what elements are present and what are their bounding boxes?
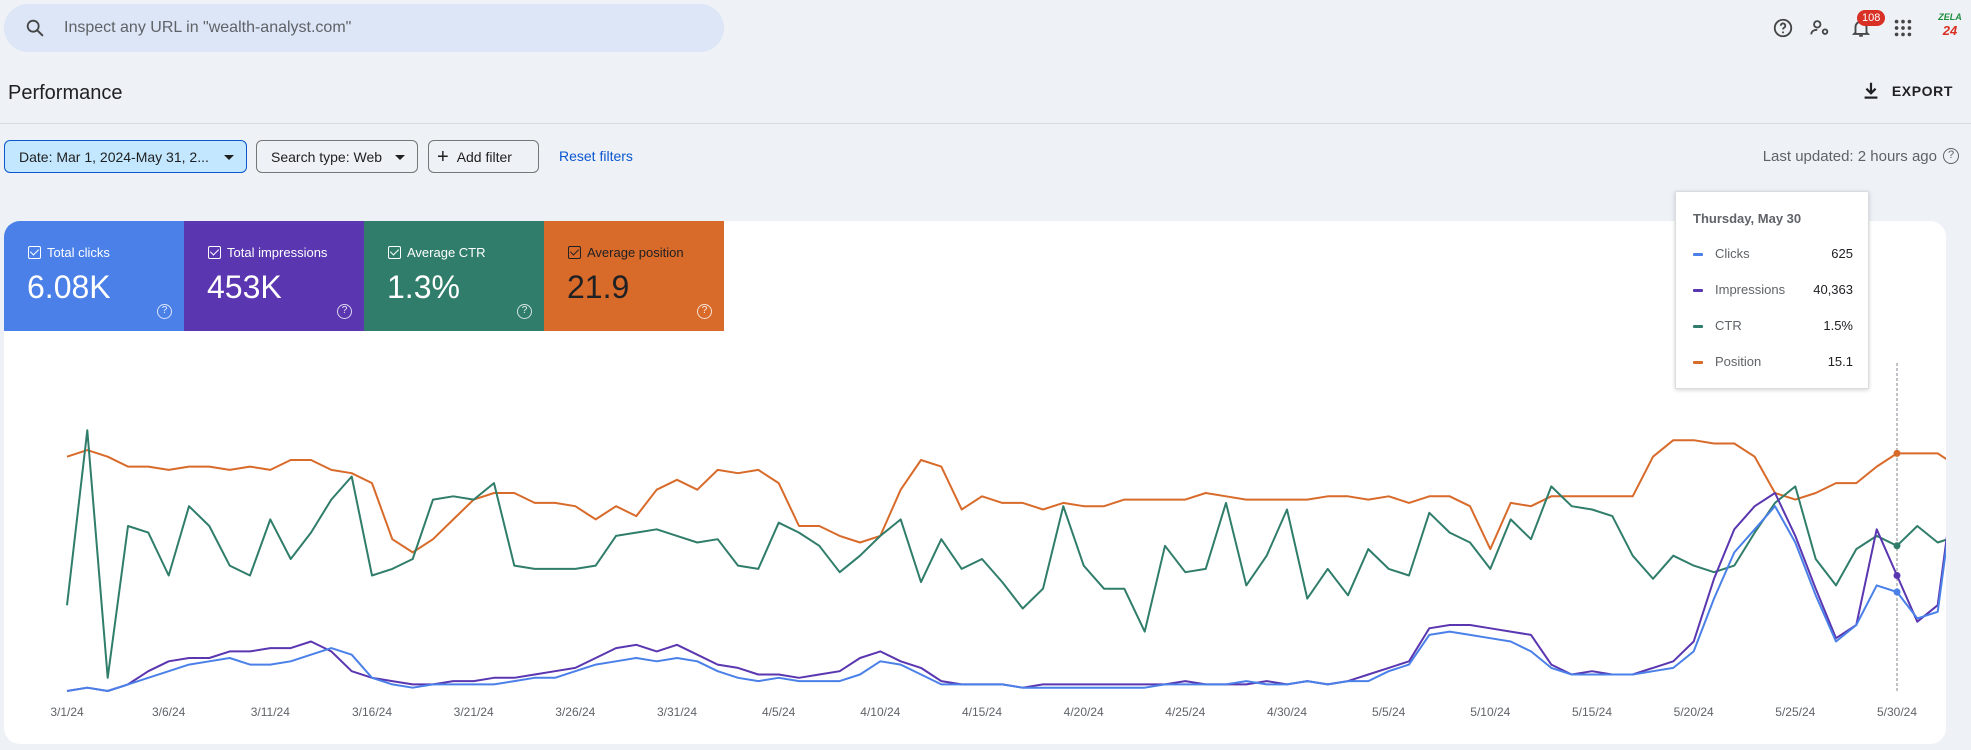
tooltip-row-impressions: Impressions 40,363 [1693, 282, 1853, 302]
url-inspect-search[interactable]: Inspect any URL in "wealth-analyst.com" [4, 4, 724, 52]
tooltip-row-ctr: CTR 1.5% [1693, 318, 1853, 338]
metric-value: 453K [207, 269, 282, 305]
hover-point-position [1893, 449, 1901, 457]
help-icon[interactable]: ? [157, 304, 172, 319]
metric-value: 1.3% [387, 269, 460, 305]
series-line-clicks [66, 505, 1946, 692]
series-line-impressions [66, 492, 1946, 692]
series-swatch [1693, 325, 1703, 328]
page-title: Performance [8, 82, 123, 104]
help-icon[interactable]: ? [517, 304, 532, 319]
dropdown-caret-icon [224, 155, 234, 160]
plus-icon: + [437, 145, 449, 168]
series-line-ctr [66, 429, 1946, 679]
metric-total-clicks[interactable]: Total clicks 6.08K ? [4, 221, 184, 331]
top-bar: Inspect any URL in "wealth-analyst.com" … [0, 0, 1971, 58]
notifications-icon[interactable]: 108 [1847, 10, 1886, 42]
metric-total-impressions[interactable]: Total impressions 453K ? [184, 221, 364, 331]
x-tick-label: 5/25/24 [1775, 705, 1815, 719]
download-icon [1864, 82, 1878, 99]
user-settings-icon[interactable] [1806, 14, 1834, 42]
x-tick-label: 5/20/24 [1674, 705, 1714, 719]
help-icon[interactable]: ? [1943, 148, 1959, 164]
search-input[interactable]: Inspect any URL in "wealth-analyst.com" [64, 19, 352, 36]
account-avatar[interactable]: ZELA 24 [1938, 12, 1962, 38]
x-tick-label: 3/6/24 [152, 705, 186, 719]
x-tick-label: 3/1/24 [50, 705, 84, 719]
x-tick-label: 5/10/24 [1470, 705, 1510, 719]
x-tick-label: 4/5/24 [762, 705, 796, 719]
date-filter-chip[interactable]: Date: Mar 1, 2024-May 31, 2... [4, 140, 247, 173]
export-button[interactable]: EXPORT [1860, 80, 1953, 102]
series-swatch [1693, 361, 1703, 364]
metric-average-position[interactable]: Average position 21.9 ? [544, 221, 724, 331]
x-tick-label: 3/21/24 [454, 705, 494, 719]
hover-point-impressions [1893, 572, 1901, 579]
reset-filters-link[interactable]: Reset filters [559, 148, 633, 164]
checkbox-icon[interactable] [28, 246, 41, 259]
notification-badge: 108 [1857, 10, 1886, 26]
checkbox-icon[interactable] [208, 246, 221, 259]
x-tick-label: 5/30/24 [1877, 705, 1917, 719]
x-tick-label: 3/11/24 [251, 705, 290, 719]
x-tick-label: 5/15/24 [1572, 705, 1612, 719]
search-icon [26, 19, 44, 37]
x-tick-label: 4/25/24 [1165, 705, 1205, 719]
performance-line-chart[interactable]: 3/1/24 3/6/24 3/11/24 3/16/24 3/21/24 3/26/24… [4, 221, 1946, 744]
tooltip-row-position: Position 15.1 [1693, 354, 1853, 374]
x-tick-label: 3/26/24 [555, 705, 595, 719]
performance-card: Total clicks 6.08K ? Total impressions 4… [4, 221, 1946, 744]
metric-value: 6.08K [27, 269, 111, 305]
x-tick-label: 4/20/24 [1064, 705, 1104, 719]
dropdown-caret-icon [395, 155, 405, 160]
x-tick-label: 3/16/24 [352, 705, 392, 719]
series-line-position [66, 439, 1946, 554]
x-tick-label: 4/15/24 [962, 705, 1002, 719]
help-icon[interactable]: ? [337, 304, 352, 319]
x-tick-label: 5/5/24 [1372, 705, 1406, 719]
series-swatch [1693, 253, 1703, 256]
filter-bar: Date: Mar 1, 2024-May 31, 2... Search ty… [0, 140, 1971, 174]
chart-tooltip: Thursday, May 30 Clicks 625 Impressions 40… [1675, 191, 1869, 389]
export-label: EXPORT [1891, 83, 1953, 99]
search-type-chip[interactable]: Search type: Web [256, 140, 418, 173]
apps-grid-icon[interactable] [1889, 14, 1917, 42]
add-filter-button[interactable]: + Add filter [428, 140, 539, 173]
help-icon[interactable] [1769, 14, 1797, 42]
hover-point-ctr [1893, 542, 1901, 550]
x-tick-label: 4/10/24 [860, 705, 900, 719]
hover-point-clicks [1893, 588, 1901, 596]
checkbox-icon[interactable] [568, 246, 581, 259]
metric-value: 21.9 [567, 269, 630, 305]
checkbox-icon[interactable] [388, 246, 401, 259]
tooltip-row-clicks: Clicks 625 [1693, 246, 1853, 266]
x-tick-label: 3/31/24 [657, 705, 697, 719]
x-tick-label: 4/30/24 [1267, 705, 1307, 719]
last-updated-text: Last updated: 2 hours ago [1762, 148, 1937, 165]
tooltip-date: Thursday, May 30 [1693, 211, 1802, 226]
metric-average-ctr[interactable]: Average CTR 1.3% ? [364, 221, 544, 331]
help-icon[interactable]: ? [697, 304, 712, 319]
series-swatch [1693, 289, 1703, 292]
page-header: Performance EXPORT [0, 58, 1971, 124]
